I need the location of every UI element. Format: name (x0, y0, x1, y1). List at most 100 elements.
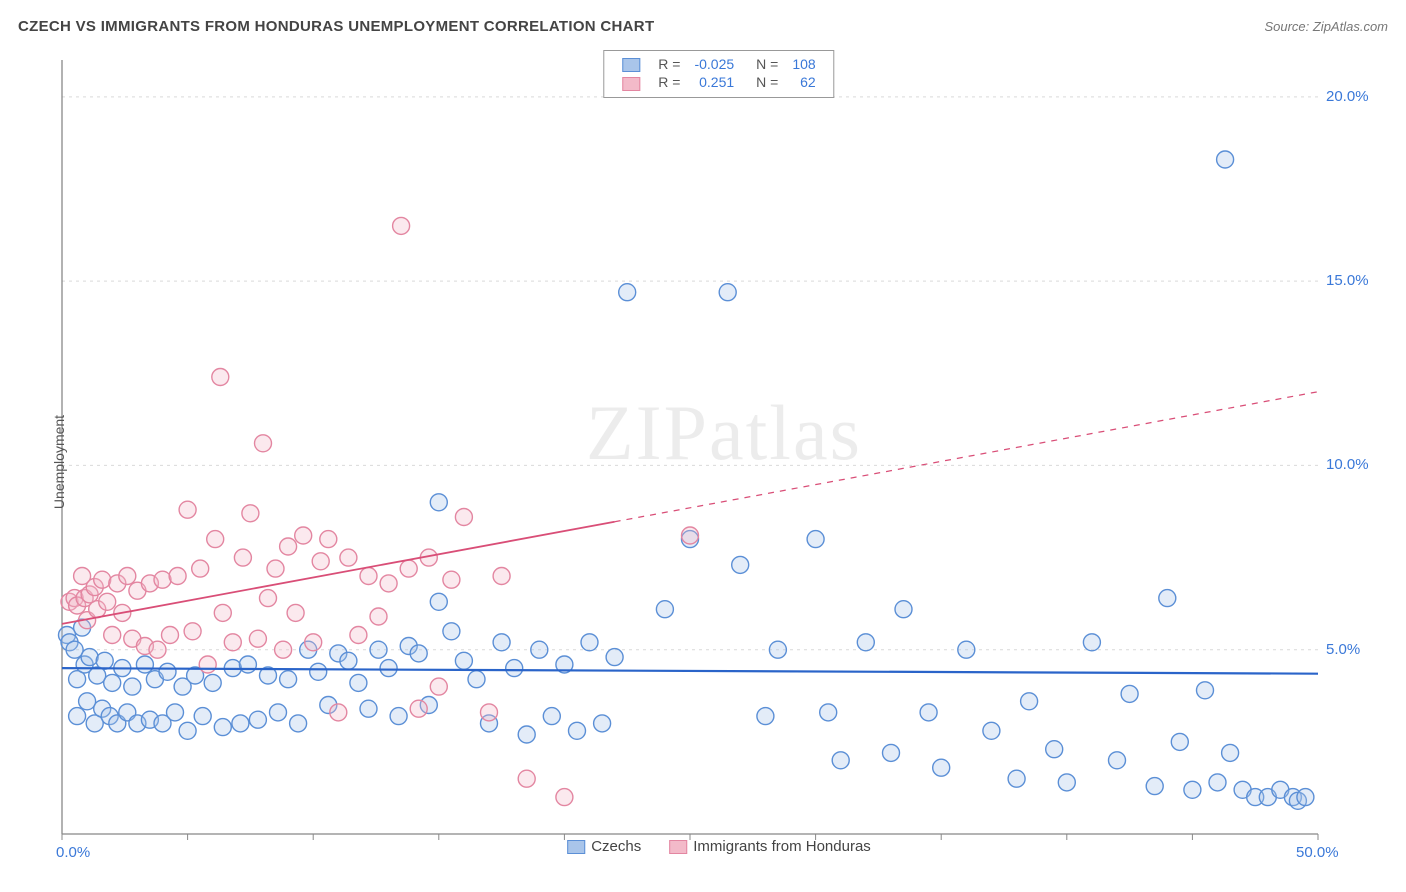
legend-swatch (622, 58, 640, 72)
data-point (167, 704, 184, 721)
data-point (1083, 634, 1100, 651)
data-point (212, 369, 229, 386)
data-point (380, 660, 397, 677)
data-point (370, 608, 387, 625)
data-point (312, 553, 329, 570)
data-point (1146, 778, 1163, 795)
data-point (518, 726, 535, 743)
legend-item: Immigrants from Honduras (669, 838, 871, 855)
stats-legend-row: R =0.251N =62 (616, 74, 821, 90)
data-point (895, 601, 912, 618)
data-point (594, 715, 611, 732)
data-point (1008, 770, 1025, 787)
data-point (340, 549, 357, 566)
data-point (79, 693, 96, 710)
data-point (350, 627, 367, 644)
data-point (96, 652, 113, 669)
legend-label: Immigrants from Honduras (693, 838, 871, 855)
data-point (280, 671, 297, 688)
data-point (606, 649, 623, 666)
stats-legend-row: R =-0.025N =108 (616, 56, 821, 72)
data-point (360, 700, 377, 717)
y-tick-label: 10.0% (1326, 456, 1369, 473)
data-point (1159, 590, 1176, 607)
data-point (556, 789, 573, 806)
data-point (455, 652, 472, 669)
legend-label: Czechs (591, 838, 641, 855)
data-point (287, 604, 304, 621)
series-legend: Czechs Immigrants from Honduras (567, 838, 871, 855)
data-point (543, 708, 560, 725)
data-point (179, 722, 196, 739)
legend-swatch (567, 840, 585, 854)
data-point (275, 641, 292, 658)
data-point (581, 634, 598, 651)
data-point (169, 568, 186, 585)
data-point (255, 435, 272, 452)
data-point (410, 645, 427, 662)
legend-swatch (622, 77, 640, 91)
stats-legend: R =-0.025N =108R =0.251N =62 (603, 50, 834, 98)
r-value: 0.251 (688, 74, 740, 90)
data-point (493, 634, 510, 651)
data-point (518, 770, 535, 787)
data-point (234, 549, 251, 566)
data-point (310, 663, 327, 680)
header: CZECH VS IMMIGRANTS FROM HONDURAS UNEMPL… (18, 18, 1388, 35)
data-point (481, 704, 498, 721)
data-point (207, 531, 224, 548)
data-point (94, 571, 111, 588)
data-point (531, 641, 548, 658)
data-point (920, 704, 937, 721)
data-point (267, 560, 284, 577)
data-point (260, 590, 277, 607)
y-tick-label: 20.0% (1326, 88, 1369, 105)
data-point (214, 719, 231, 736)
r-label: R = (652, 74, 686, 90)
data-point (769, 641, 786, 658)
data-point (330, 704, 347, 721)
data-point (656, 601, 673, 618)
n-value: 62 (786, 74, 821, 90)
trend-line (62, 522, 615, 624)
data-point (242, 505, 259, 522)
r-label: R = (652, 56, 686, 72)
data-point (360, 568, 377, 585)
data-point (468, 671, 485, 688)
legend-swatch (669, 840, 687, 854)
data-point (1109, 752, 1126, 769)
data-point (204, 674, 221, 691)
y-tick-label: 15.0% (1326, 272, 1369, 289)
data-point (124, 678, 141, 695)
data-point (194, 708, 211, 725)
data-point (619, 284, 636, 301)
trend-line-extrapolated (615, 392, 1318, 522)
y-axis-label: Unemployment (51, 415, 67, 509)
data-point (99, 593, 116, 610)
data-point (1217, 151, 1234, 168)
data-point (290, 715, 307, 732)
data-point (443, 571, 460, 588)
data-point (807, 531, 824, 548)
data-point (757, 708, 774, 725)
n-label: N = (742, 74, 784, 90)
data-point (224, 634, 241, 651)
data-point (370, 641, 387, 658)
data-point (1046, 741, 1063, 758)
source-attribution: Source: ZipAtlas.com (1264, 19, 1388, 34)
data-point (232, 715, 249, 732)
data-point (104, 627, 121, 644)
data-point (69, 708, 86, 725)
r-value: -0.025 (688, 56, 740, 72)
data-point (506, 660, 523, 677)
data-point (1058, 774, 1075, 791)
data-point (732, 556, 749, 573)
scatter-plot (46, 46, 1376, 864)
data-point (179, 501, 196, 518)
data-point (1297, 789, 1314, 806)
data-point (430, 494, 447, 511)
data-point (104, 674, 121, 691)
data-point (149, 641, 166, 658)
data-point (493, 568, 510, 585)
x-tick-label: 0.0% (56, 844, 90, 861)
